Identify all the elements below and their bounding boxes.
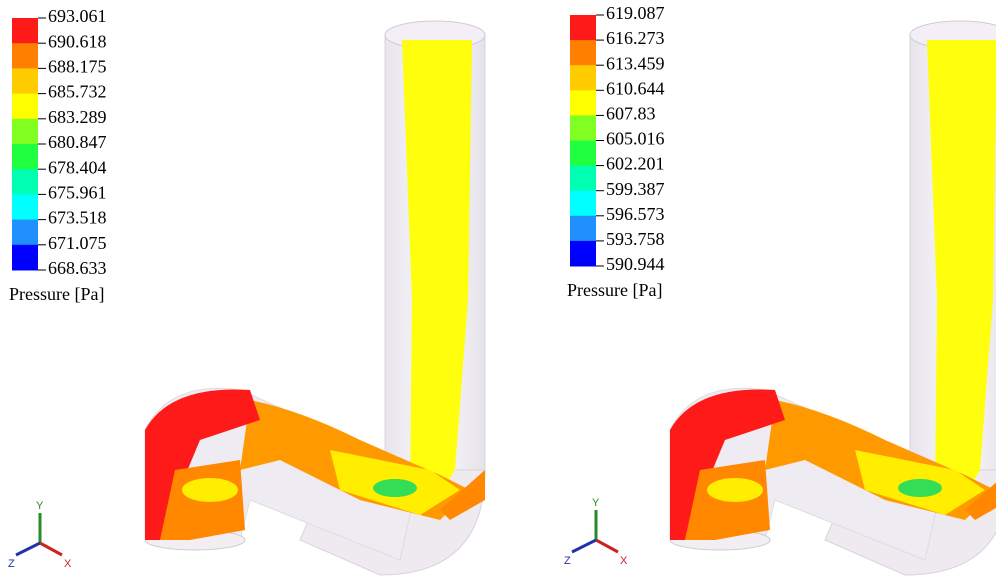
axis-y-label: Y: [592, 497, 600, 509]
axis-x: [596, 540, 618, 552]
legend-swatch: [570, 15, 596, 41]
legend-title: Pressure [Pa]: [567, 280, 662, 300]
legend-label: 619.087: [606, 3, 665, 23]
legend-swatch: [570, 191, 596, 217]
legend-label: 602.201: [606, 154, 665, 174]
legend-label: 671.075: [48, 233, 107, 253]
axis-z: [16, 543, 40, 555]
legend-swatch: [12, 144, 38, 170]
legend-label: 610.644: [606, 78, 665, 98]
legend-swatch: [570, 115, 596, 141]
legend-label: 605.016: [606, 129, 665, 149]
axis-x: [40, 543, 62, 555]
legend-swatch: [12, 43, 38, 69]
legend-swatch: [12, 68, 38, 94]
legend-label: 599.387: [606, 179, 665, 199]
legend-swatch: [570, 216, 596, 242]
flow-render: [145, 21, 485, 575]
legend-label: 688.175: [48, 57, 107, 77]
legend-swatch: [570, 241, 596, 267]
legend-swatch: [570, 90, 596, 116]
legend-swatch: [570, 40, 596, 66]
legend-label: 607.83: [606, 104, 656, 124]
axis-z-label: Z: [8, 558, 15, 570]
axis-z-label: Z: [564, 555, 571, 567]
legend-label: 680.847: [48, 132, 107, 152]
legend-label: 678.404: [48, 157, 107, 177]
legend-label: 683.289: [48, 107, 107, 127]
legend-label: 673.518: [48, 208, 107, 228]
legend-swatch: [12, 18, 38, 44]
legend-label: 616.273: [606, 28, 665, 48]
legend-label: 590.944: [606, 254, 665, 274]
axis-y-label: Y: [36, 500, 44, 512]
axis-x-label: X: [620, 555, 628, 567]
legend-label: 593.758: [606, 229, 665, 249]
legend-label: 690.618: [48, 31, 107, 51]
legend-label: 613.459: [606, 53, 665, 73]
legend-label: 685.732: [48, 82, 107, 102]
legend-label: 668.633: [48, 258, 107, 278]
legend-swatch: [12, 94, 38, 120]
legend-swatch: [570, 65, 596, 91]
legend-swatch: [12, 119, 38, 145]
legend-swatch: [570, 141, 596, 167]
axis-x-label: X: [64, 558, 72, 570]
legend-swatch: [12, 169, 38, 195]
legend-swatch: [12, 220, 38, 246]
axis-z: [572, 540, 596, 552]
legend-swatch: [12, 194, 38, 220]
flow-render: [670, 21, 996, 575]
legend-label: 675.961: [48, 183, 107, 203]
legend-title: Pressure [Pa]: [9, 284, 104, 304]
screenshot: 693.061 690.618 688.175 685.732 683.289 680.8…: [0, 0, 996, 583]
legend-label: 596.573: [606, 204, 665, 224]
legend-label: 693.061: [48, 6, 107, 26]
legend-swatch: [12, 245, 38, 271]
legend-swatch: [570, 166, 596, 192]
